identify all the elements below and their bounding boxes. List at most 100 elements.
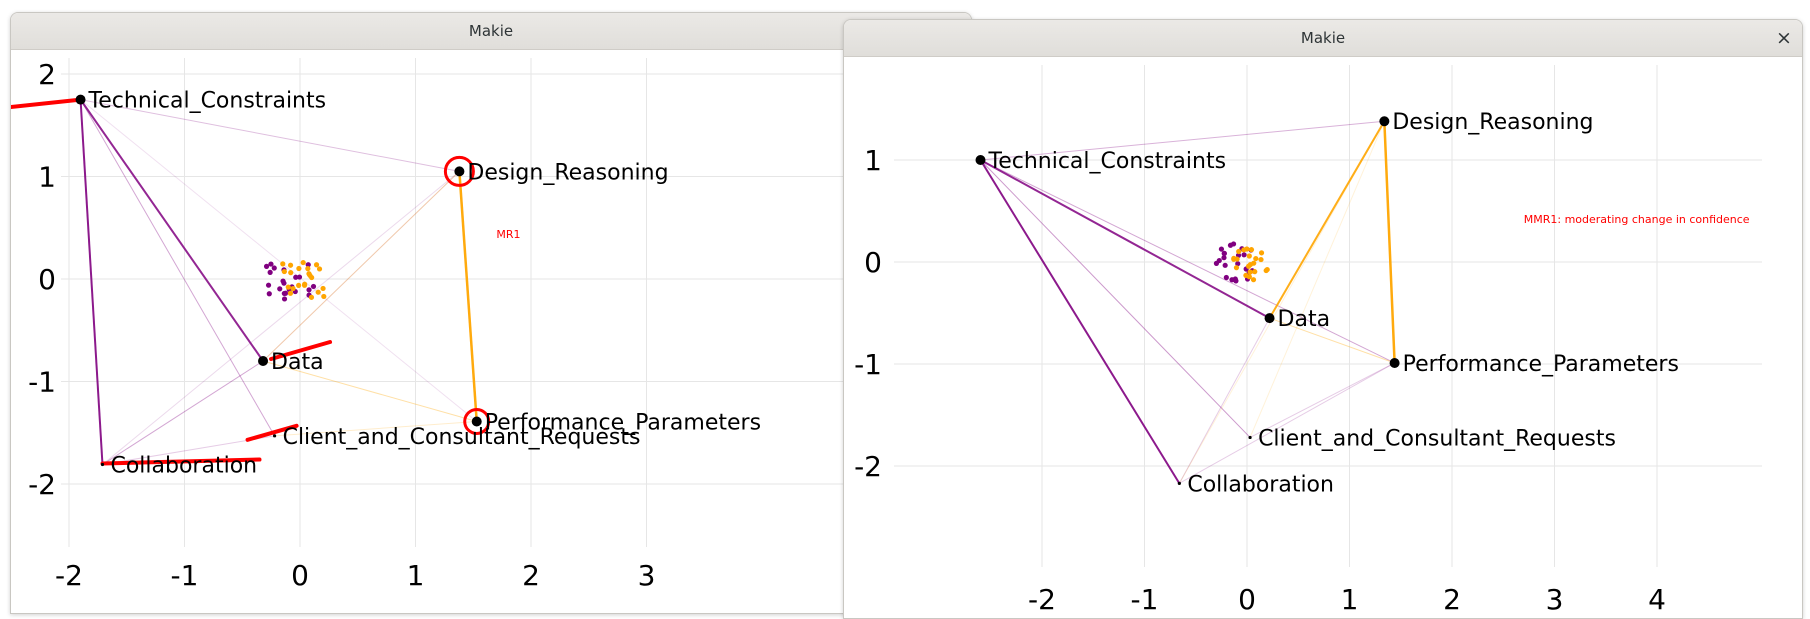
node-technical-constraints — [975, 155, 986, 165]
cluster-point-orange — [1251, 260, 1257, 266]
window-1-title: Makie — [468, 22, 514, 40]
cluster-point-purple — [1232, 276, 1238, 282]
close-icon[interactable]: × — [1776, 27, 1792, 49]
cluster-point-orange — [308, 294, 315, 300]
cluster-point-orange — [1264, 266, 1270, 273]
red-underline-marker — [269, 340, 333, 361]
y-tick-label: 0 — [38, 263, 56, 296]
grid-lines — [61, 58, 966, 547]
edge — [980, 159, 1251, 438]
cluster-point-orange — [300, 259, 306, 266]
window-2-title: Makie — [1300, 29, 1346, 47]
cluster-point-orange — [305, 266, 311, 272]
edge — [274, 420, 477, 437]
cluster-point-purple — [1221, 255, 1227, 261]
y-tick-label: 1 — [864, 144, 882, 177]
y-tick-label: -1 — [854, 348, 882, 381]
edges — [79, 99, 478, 466]
x-tick-label: -2 — [55, 559, 83, 592]
cluster-points — [1213, 241, 1270, 284]
edge — [1178, 120, 1385, 484]
edge — [1383, 121, 1396, 364]
node-design-reasoning — [454, 166, 465, 177]
cluster-point-purple — [282, 290, 289, 296]
cluster-point-orange — [296, 265, 302, 272]
node-performance-parameters — [471, 416, 482, 427]
edge — [1268, 120, 1386, 319]
window-2-titlebar[interactable]: Makie × — [844, 20, 1802, 57]
edge — [980, 120, 1385, 161]
node-client-and-consultant-requests — [1248, 435, 1252, 440]
cluster-point-orange — [281, 268, 287, 275]
red-underline-marker — [245, 423, 299, 442]
cluster-point-purple — [266, 291, 272, 297]
node-label-collaboration: Collaboration — [110, 454, 257, 479]
x-tick-label: 2 — [1443, 583, 1461, 616]
x-tick-label: 3 — [638, 559, 656, 592]
edge — [1179, 362, 1395, 484]
cluster-point-purple — [267, 269, 273, 275]
edge — [262, 171, 460, 362]
edge — [1249, 121, 1385, 438]
node-label-performance-parameters: Performance_Parameters — [485, 410, 761, 435]
marker-annotations — [11, 97, 491, 466]
cluster-point-purple — [268, 261, 274, 267]
node-labels: Technical_Constraints Design_Reasoning Dat… — [88, 89, 762, 479]
cluster-point-orange — [1248, 247, 1255, 253]
red-underline-marker — [100, 457, 262, 466]
cluster-point-orange — [1245, 263, 1252, 269]
cluster-point-orange — [1253, 255, 1259, 262]
cluster-point-orange — [307, 272, 313, 278]
window-1-titlebar[interactable]: Makie — [11, 13, 971, 50]
cluster-point-orange — [320, 285, 326, 292]
y-tick-label: 1 — [38, 161, 56, 194]
cluster-point-orange — [1246, 253, 1252, 259]
red-underline-marker — [11, 97, 83, 110]
cluster-point-purple — [271, 265, 277, 271]
node-label-design-reasoning: Design_Reasoning — [1392, 110, 1593, 135]
node-client-and-consultant-requests — [272, 434, 277, 438]
edge — [79, 99, 104, 465]
cluster-point-orange — [1236, 248, 1242, 255]
nodes — [75, 94, 482, 467]
y-tick-label: -2 — [854, 450, 882, 483]
cluster-point-orange — [313, 262, 320, 268]
edge — [80, 99, 478, 422]
cluster-point-purple — [1235, 261, 1241, 267]
x-tick-label: -1 — [1131, 583, 1159, 616]
node-label-technical-constraints: Technical_Constraints — [988, 149, 1227, 174]
cluster-point-orange — [1233, 265, 1240, 271]
node-label-collaboration: Collaboration — [1187, 472, 1334, 497]
cluster-point-orange — [316, 266, 323, 272]
cluster-point-orange — [280, 261, 286, 267]
cluster-point-purple — [263, 263, 270, 269]
cluster-point-orange — [321, 293, 327, 300]
cluster-point-purple — [1227, 242, 1234, 248]
cluster-point-purple — [277, 286, 283, 292]
node-labels: Technical_Constraints Design_Reasoning Dat… — [988, 110, 1679, 497]
plot-annotation: MMR1: moderating change in confidence — [1524, 213, 1750, 226]
cluster-point-orange — [288, 270, 294, 276]
x-tick-label: 0 — [1238, 583, 1256, 616]
edge — [80, 99, 276, 437]
cluster-point-purple — [281, 296, 288, 302]
cluster-point-orange — [1246, 274, 1252, 280]
x-tick-label: -2 — [1028, 583, 1056, 616]
cluster-point-orange — [287, 262, 294, 268]
cluster-point-purple — [1213, 260, 1220, 266]
cluster-point-orange — [1258, 250, 1265, 256]
x-tick-label: 4 — [1648, 583, 1666, 616]
makie-window-2[interactable]: Makie × Technical_Constraints Design_Reas… — [843, 19, 1803, 619]
edge — [80, 99, 460, 172]
cluster-point-orange — [302, 281, 308, 287]
cluster-point-purple — [306, 287, 312, 293]
cluster-point-purple — [1222, 262, 1228, 268]
cluster-point-orange — [1252, 269, 1258, 275]
edge — [102, 170, 460, 465]
cluster-point-purple — [310, 283, 317, 290]
edge — [1269, 317, 1395, 364]
node-label-data: Data — [271, 350, 324, 375]
y-tick-label: -2 — [28, 468, 56, 501]
x-tick-label: 3 — [1546, 583, 1564, 616]
makie-window-1[interactable]: Makie Technical_Constraints Design_Reason… — [10, 12, 972, 614]
